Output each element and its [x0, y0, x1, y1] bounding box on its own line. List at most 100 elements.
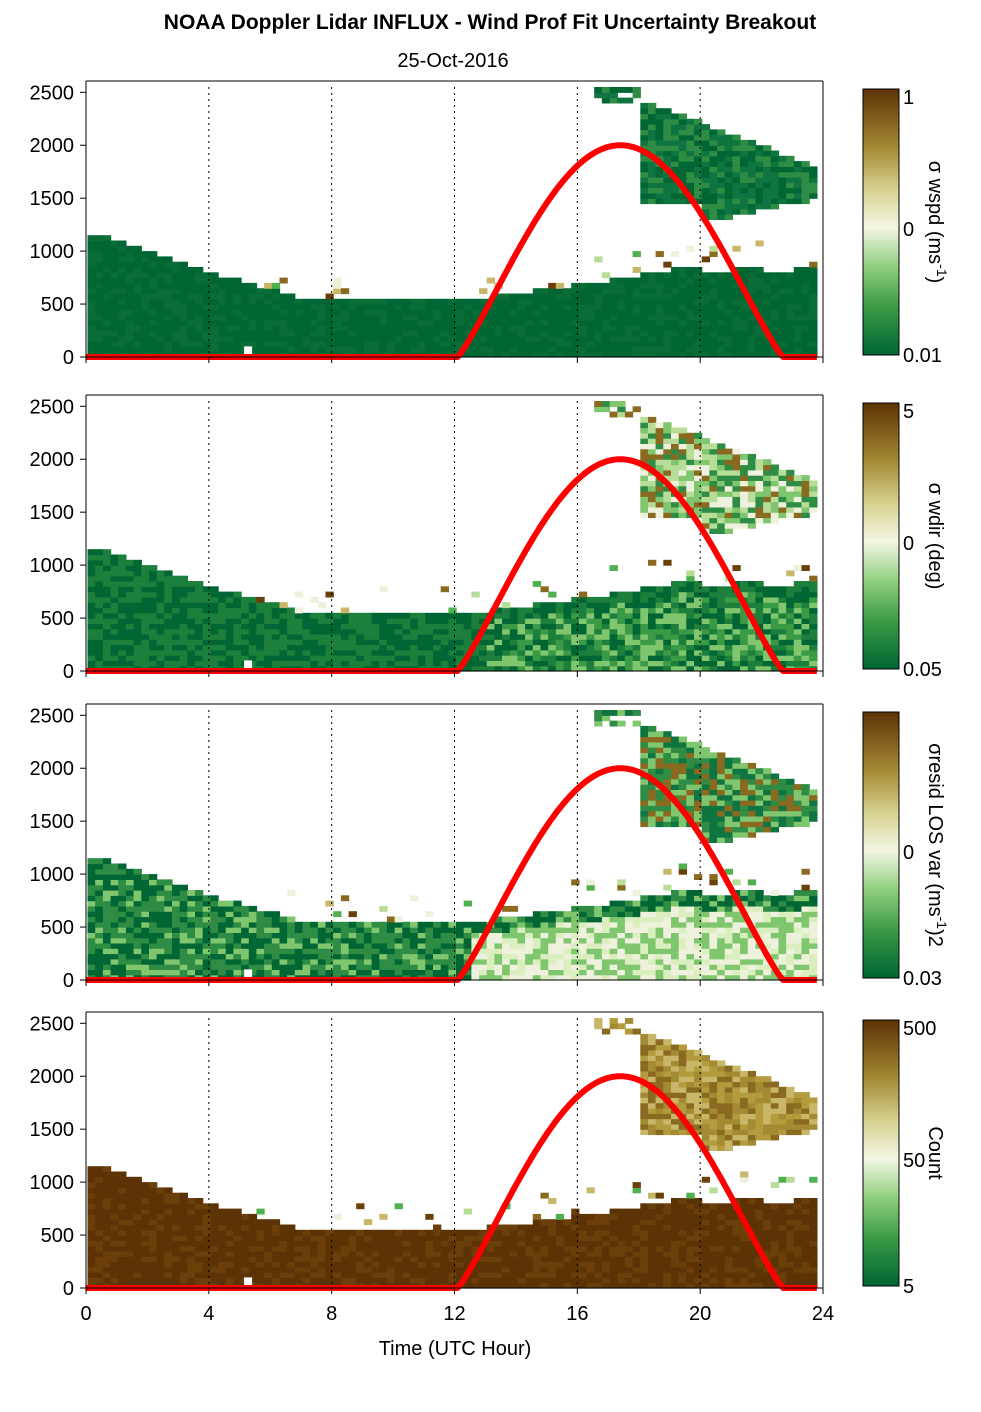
- heatmap-cell: [202, 277, 211, 284]
- heatmap-cell: [717, 506, 726, 513]
- heatmap-cell: [317, 304, 327, 310]
- heatmap-cell: [379, 655, 388, 661]
- heatmap-cell: [540, 927, 549, 933]
- heatmap-cell: [793, 512, 803, 519]
- heatmap-cell: [586, 309, 595, 316]
- heatmap-cell: [118, 565, 127, 571]
- heatmap-cell: [102, 911, 112, 918]
- heatmap-cell: [663, 443, 672, 450]
- heatmap-cell: [594, 298, 603, 305]
- heatmap-cell: [701, 438, 710, 444]
- heatmap-cell: [709, 665, 718, 672]
- heatmap-cell: [164, 618, 173, 624]
- heatmap-cell: [732, 496, 741, 503]
- heatmap-cell: [586, 330, 595, 337]
- heatmap-cell: [125, 304, 135, 310]
- heatmap-cell: [271, 633, 281, 640]
- heatmap-cell: [402, 942, 411, 949]
- heatmap-cell: [747, 485, 757, 492]
- heatmap-cell: [640, 129, 649, 136]
- heatmap-cell: [456, 964, 465, 970]
- heatmap-cell: [671, 757, 680, 764]
- heatmap-cell: [740, 612, 749, 619]
- heatmap-cell: [187, 953, 196, 960]
- heatmap-cell: [717, 921, 726, 928]
- heatmap-cell: [433, 639, 442, 646]
- heatmap-cell: [655, 958, 664, 965]
- heatmap-cell: [410, 937, 419, 944]
- heatmap-cell: [740, 660, 749, 667]
- heatmap-cell: [233, 612, 242, 619]
- heatmap-cell: [770, 602, 780, 609]
- heatmap-cell: [241, 948, 250, 955]
- heatmap-cell: [694, 591, 703, 598]
- heatmap-cell: [793, 335, 803, 342]
- heatmap-cell: [648, 725, 657, 732]
- heatmap-cell: [594, 602, 603, 609]
- heatmap-cell: [686, 464, 695, 471]
- heatmap-cell: [241, 932, 250, 939]
- heatmap-cell: [663, 464, 672, 471]
- heatmap-cell: [648, 512, 657, 519]
- heatmap-cell: [601, 639, 611, 646]
- heatmap-cell: [763, 602, 772, 609]
- heatmap-cell: [686, 453, 695, 460]
- heatmap-cell: [648, 485, 657, 492]
- heatmap-cell: [95, 874, 104, 880]
- heatmap-cell: [678, 298, 687, 305]
- heatmap-cell: [248, 628, 258, 635]
- heatmap-cell: [187, 602, 196, 609]
- heatmap-cell: [648, 422, 657, 429]
- heatmap-cell: [241, 325, 250, 332]
- heatmap-cell: [778, 335, 787, 342]
- heatmap-cell: [601, 97, 611, 104]
- heatmap-cell: [686, 612, 695, 619]
- heatmap-cell: [740, 469, 749, 476]
- heatmap-cell: [471, 351, 480, 358]
- heatmap-cell: [655, 752, 664, 759]
- heatmap-cell: [770, 309, 780, 316]
- heatmap-cell: [172, 618, 181, 624]
- heatmap-cell: [571, 649, 580, 656]
- heatmap-cell: [578, 330, 588, 337]
- heatmap-cell: [149, 591, 158, 598]
- heatmap-cell: [164, 272, 173, 279]
- heatmap-cell: [433, 298, 442, 305]
- heatmap-cell: [517, 330, 526, 337]
- heatmap-cell: [225, 612, 234, 619]
- heatmap-cell: [778, 346, 787, 353]
- heatmap-cell: [617, 958, 626, 965]
- heatmap-cell: [701, 900, 710, 907]
- heatmap-cell: [149, 319, 158, 326]
- heatmap-cell: [402, 612, 411, 619]
- heatmap-cell: [156, 649, 165, 656]
- heatmap-cell: [801, 655, 810, 661]
- heatmap-cell: [87, 895, 96, 902]
- heatmap-cell: [156, 596, 165, 603]
- heatmap-cell: [210, 900, 219, 907]
- heatmap-cell: [671, 596, 680, 603]
- heatmap-cell: [624, 591, 634, 598]
- heatmap-cell: [801, 282, 810, 289]
- heatmap-cell: [724, 293, 733, 300]
- heatmap-cell: [271, 325, 281, 332]
- heatmap-cell: [256, 927, 265, 933]
- heatmap-cell: [463, 639, 472, 646]
- heatmap-cell: [809, 596, 818, 603]
- heatmap-cell: [125, 267, 135, 273]
- heatmap-cell: [340, 618, 350, 624]
- heatmap-cell: [410, 298, 419, 305]
- heatmap-cell: [678, 192, 687, 199]
- heatmap-cell: [778, 182, 787, 189]
- heatmap-cell: [279, 618, 288, 624]
- heatmap-cell: [601, 927, 611, 933]
- heatmap-cell: [709, 596, 718, 603]
- heatmap-cell: [187, 942, 196, 949]
- heatmap-cell: [479, 335, 488, 342]
- heatmap-cell: [340, 649, 350, 656]
- heatmap-cell: [717, 969, 726, 976]
- heatmap-cell: [471, 612, 480, 619]
- heatmap-cell: [655, 948, 664, 955]
- heatmap-cell: [164, 884, 173, 891]
- heatmap-cell: [709, 655, 718, 661]
